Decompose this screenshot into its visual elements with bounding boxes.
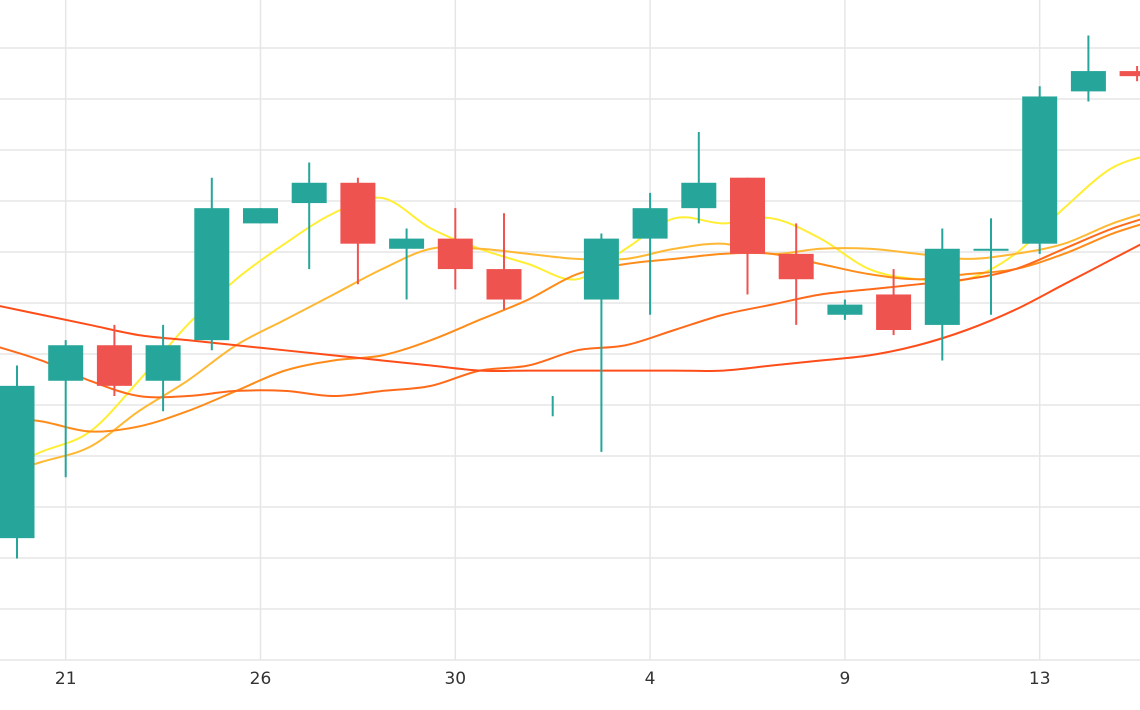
moving-average-line-5 [0,243,1140,372]
candle-body [778,253,814,280]
candle [486,213,522,310]
candle-body [876,294,912,330]
candle [681,132,717,224]
candle [1119,66,1140,82]
moving-average-line-2 [0,213,1140,476]
candle-body [145,345,181,381]
candle [730,177,765,295]
candle-body [1119,71,1140,77]
candle [632,192,668,315]
candle [1070,35,1106,102]
candle [48,340,84,478]
candle-body [437,238,473,270]
candle [0,365,35,559]
x-axis: 21 26 30 4 9 13 [55,669,1051,689]
candle [973,218,1009,315]
candle [1022,86,1058,254]
candle [583,233,619,452]
candle [96,324,132,396]
candle [437,208,473,290]
candle-body [340,182,376,244]
candle-body [632,208,668,239]
candle [389,228,425,300]
candle-body [194,208,230,341]
candle [291,162,327,270]
candle [243,208,278,224]
candle-body [243,208,278,224]
candle-body [681,182,717,209]
moving-average-line-3 [0,223,1140,433]
candle-body [389,238,425,249]
candle-body [96,345,132,386]
candle [924,228,960,361]
candle [778,223,814,325]
candle-body [291,182,327,204]
x-tick-label: 26 [250,669,272,689]
candle [876,269,912,336]
candle [194,177,230,351]
candle-body [583,238,619,300]
candle-body [1070,71,1106,92]
moving-average-line-4 [0,218,1140,399]
candles [0,35,1140,559]
candle-body [730,177,765,254]
candle-body [486,269,522,300]
x-tick-label: 13 [1029,669,1051,689]
candle-body [1022,96,1058,244]
x-tick-label: 4 [645,669,656,689]
candle-body [827,304,863,315]
x-tick-label: 30 [444,669,466,689]
grid [0,0,1140,661]
candle-body [48,345,84,381]
candle-body [0,385,35,539]
moving-average-lines [0,156,1140,476]
candle-body [924,248,960,325]
candle-body [973,248,1009,251]
x-tick-label: 9 [839,669,850,689]
x-tick-label: 21 [55,669,77,689]
candle [827,299,863,320]
candle [145,324,181,412]
candle [340,177,376,285]
